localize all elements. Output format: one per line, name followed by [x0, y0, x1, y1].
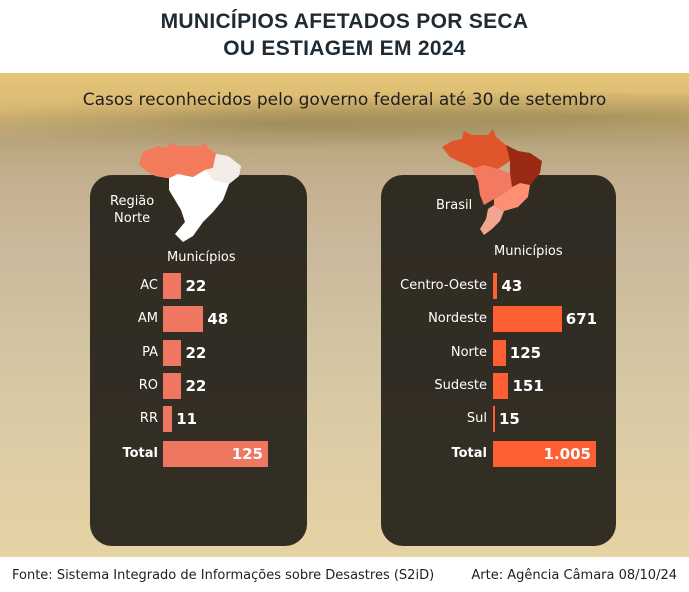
bar-value: 671	[565, 310, 598, 328]
bar-value: 125	[509, 344, 542, 362]
map-label-regiao-norte: Região Norte	[110, 193, 154, 227]
infographic-title: MUNICÍPIOS AFETADOS POR SECA OU ESTIAGEM…	[0, 8, 689, 62]
panel-regiao-norte	[90, 175, 307, 546]
total-value: 125	[231, 445, 263, 463]
bar-value: 22	[185, 277, 207, 295]
bar-value: 22	[185, 377, 207, 395]
bar	[493, 306, 562, 332]
category-label: AC	[140, 278, 158, 293]
map-region-norte	[442, 129, 510, 169]
map-region-sudeste	[494, 183, 530, 211]
subtitle: Casos reconhecidos pelo governo federal …	[82, 90, 607, 110]
bar	[163, 306, 204, 332]
category-label: PA	[142, 345, 158, 360]
category-label: Sul	[466, 411, 487, 426]
bar-value: 15	[499, 410, 520, 428]
map-region-norte	[139, 142, 216, 178]
total-bar	[493, 441, 596, 467]
bar	[493, 273, 498, 299]
bar	[163, 273, 182, 299]
bar	[493, 406, 495, 432]
total-label: Total	[451, 446, 487, 461]
bar	[493, 373, 509, 399]
bar-value: 43	[501, 277, 523, 295]
map-label-line: Região	[110, 194, 155, 209]
map-region-sul	[480, 205, 504, 235]
brazil-map-norte	[139, 142, 241, 242]
bar	[493, 340, 506, 366]
category-label: Norte	[450, 345, 487, 360]
bar	[163, 373, 182, 399]
bar-value: 11	[176, 410, 198, 428]
total-bar	[163, 441, 268, 467]
map-label-line: Norte	[114, 211, 151, 226]
map-label-brasil: Brasil	[436, 198, 473, 213]
category-label: Sudeste	[434, 378, 487, 393]
map-region-centro-oeste	[472, 165, 512, 205]
category-label: AM	[137, 311, 158, 326]
brazil-map-brasil	[442, 129, 542, 235]
source-note: Fonte: Sistema Integrado de Informações …	[12, 568, 435, 583]
category-label: RR	[139, 411, 158, 426]
title-line-1: MUNICÍPIOS AFETADOS POR SECA	[160, 10, 529, 33]
category-label: RO	[138, 378, 158, 393]
total-value: 1.005	[543, 445, 591, 463]
category-label: Nordeste	[428, 311, 487, 326]
bar-value: 22	[185, 344, 207, 362]
credit-note: Arte: Agência Câmara 08/10/24	[471, 568, 677, 583]
category-label: Centro-Oeste	[400, 278, 487, 293]
bar-value: 48	[207, 310, 229, 328]
bar	[163, 406, 173, 432]
map-region-nordeste	[506, 145, 542, 187]
bar	[163, 340, 182, 366]
total-label: Total	[122, 446, 158, 461]
title-line-2: OU ESTIAGEM EM 2024	[223, 37, 466, 60]
column-header: Municípios	[494, 244, 563, 259]
column-header: Municípios	[167, 250, 236, 265]
bar-value: 151	[512, 377, 544, 395]
